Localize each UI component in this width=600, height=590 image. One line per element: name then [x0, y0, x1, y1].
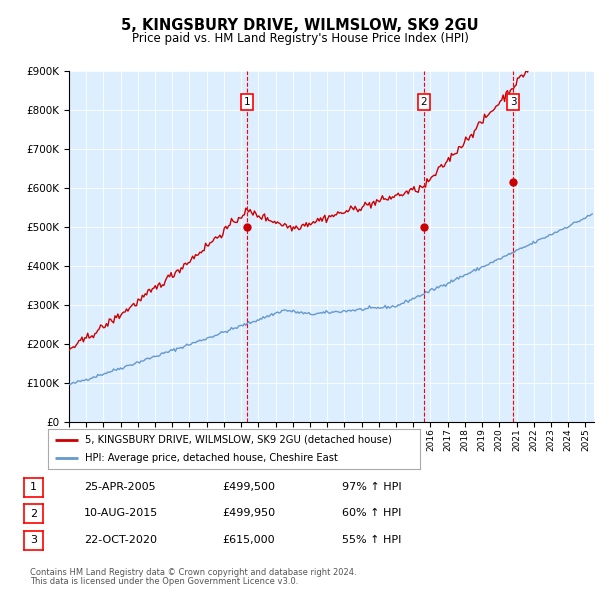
Text: 3: 3	[30, 536, 37, 545]
Text: 55% ↑ HPI: 55% ↑ HPI	[342, 535, 401, 545]
Text: HPI: Average price, detached house, Cheshire East: HPI: Average price, detached house, Ches…	[85, 453, 338, 463]
Text: £499,500: £499,500	[222, 482, 275, 491]
Text: 1: 1	[30, 483, 37, 492]
Text: 1: 1	[244, 97, 250, 107]
Text: 25-APR-2005: 25-APR-2005	[84, 482, 155, 491]
Text: 5, KINGSBURY DRIVE, WILMSLOW, SK9 2GU: 5, KINGSBURY DRIVE, WILMSLOW, SK9 2GU	[121, 18, 479, 34]
Text: 22-OCT-2020: 22-OCT-2020	[84, 535, 157, 545]
Text: Contains HM Land Registry data © Crown copyright and database right 2024.: Contains HM Land Registry data © Crown c…	[30, 568, 356, 577]
Text: 5, KINGSBURY DRIVE, WILMSLOW, SK9 2GU (detached house): 5, KINGSBURY DRIVE, WILMSLOW, SK9 2GU (d…	[85, 435, 392, 445]
Text: £499,950: £499,950	[222, 509, 275, 518]
Text: This data is licensed under the Open Government Licence v3.0.: This data is licensed under the Open Gov…	[30, 577, 298, 586]
Text: 60% ↑ HPI: 60% ↑ HPI	[342, 509, 401, 518]
Text: 2: 2	[421, 97, 427, 107]
Text: 2: 2	[30, 509, 37, 519]
Text: Price paid vs. HM Land Registry's House Price Index (HPI): Price paid vs. HM Land Registry's House …	[131, 32, 469, 45]
Text: 10-AUG-2015: 10-AUG-2015	[84, 509, 158, 518]
Text: £615,000: £615,000	[222, 535, 275, 545]
Text: 97% ↑ HPI: 97% ↑ HPI	[342, 482, 401, 491]
Text: 3: 3	[510, 97, 517, 107]
